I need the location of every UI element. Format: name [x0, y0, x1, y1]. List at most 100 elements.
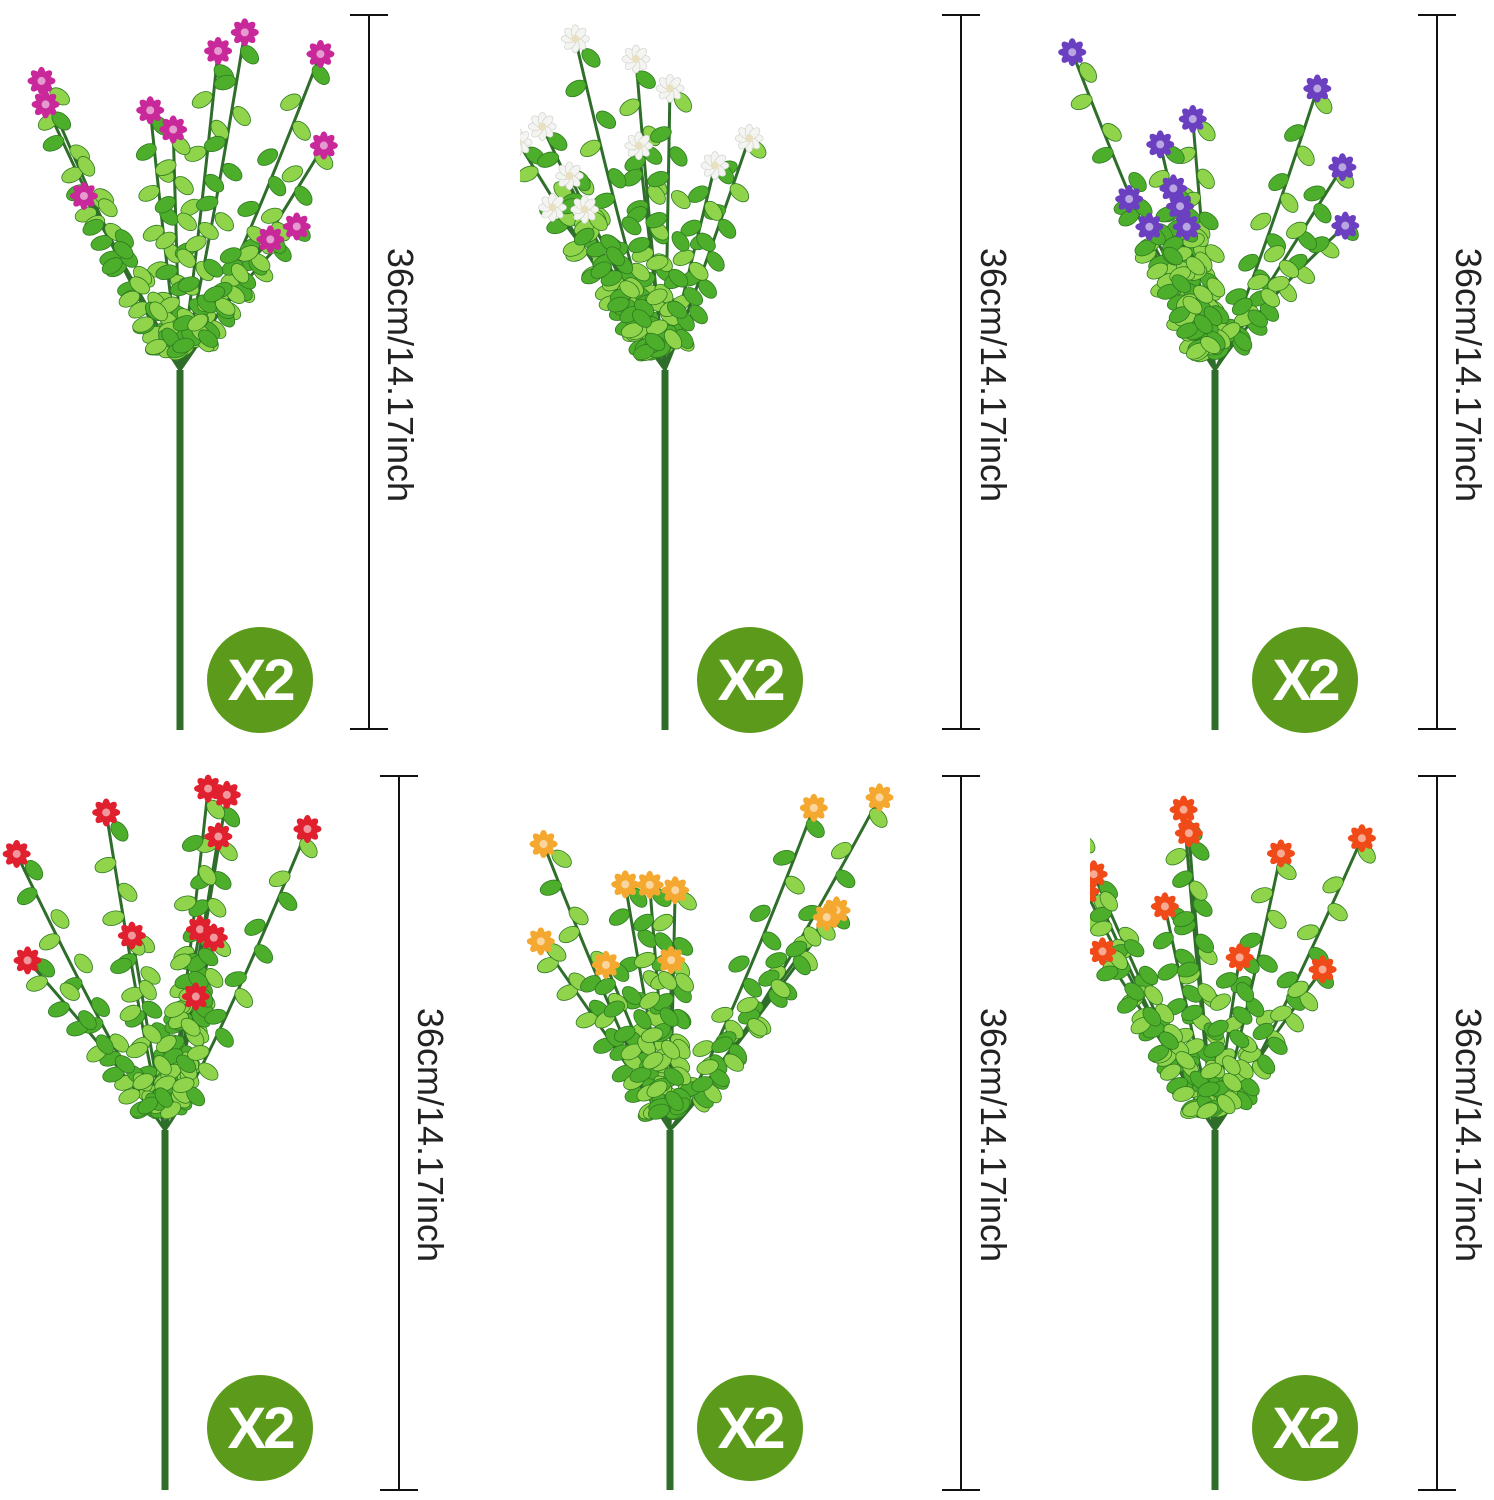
flower-center — [79, 191, 88, 200]
flower-center — [631, 55, 640, 64]
leaf — [1165, 848, 1187, 866]
flower-center — [37, 76, 46, 85]
leaf — [1203, 1041, 1226, 1058]
flower-center — [1145, 222, 1154, 231]
leaf — [213, 74, 237, 91]
leaf — [1185, 256, 1206, 276]
leaf — [1267, 276, 1290, 292]
leaf — [1238, 253, 1259, 272]
leaf — [132, 1073, 154, 1091]
leaf — [608, 908, 630, 926]
flowers — [520, 24, 764, 224]
leaf — [652, 913, 674, 932]
leaf — [26, 975, 48, 992]
flower-center — [1313, 84, 1322, 93]
leaf — [1260, 288, 1280, 308]
flower — [230, 18, 259, 47]
flower-center — [875, 793, 884, 802]
height-label: 36cm/14.17inch — [973, 1007, 1014, 1263]
leaf — [749, 904, 771, 922]
flower-center — [214, 46, 223, 55]
leaf — [203, 135, 226, 153]
flower-center — [536, 937, 545, 946]
leaf — [1193, 314, 1213, 334]
flower-center — [1125, 194, 1134, 203]
leaf — [619, 280, 640, 299]
leaf — [621, 216, 642, 236]
flower — [538, 193, 567, 222]
leaf — [203, 285, 226, 303]
leaf — [1175, 1051, 1196, 1070]
leaf — [1198, 211, 1219, 231]
leaf — [98, 198, 118, 218]
leaf — [711, 1006, 734, 1023]
leaf — [101, 257, 123, 275]
flower — [526, 927, 555, 956]
leaf — [672, 249, 695, 266]
height-measure-line — [350, 14, 388, 730]
leaf — [644, 332, 666, 351]
flower-center — [41, 100, 50, 109]
quantity-badge: X2 — [697, 1375, 803, 1481]
flower-center — [539, 840, 548, 849]
flower-center — [209, 933, 218, 942]
flower — [655, 74, 685, 103]
leaves — [1070, 62, 1359, 363]
leaf — [299, 838, 318, 859]
flower-center — [1176, 202, 1185, 211]
flower — [199, 923, 228, 952]
flower-center — [667, 956, 676, 965]
flower-center — [204, 784, 213, 793]
leaf — [704, 200, 723, 221]
leaf — [138, 979, 157, 1001]
flower-center — [127, 931, 136, 940]
leaf — [1222, 1072, 1242, 1092]
leaf — [1123, 939, 1145, 958]
flower — [1308, 955, 1337, 984]
leaf — [142, 1024, 162, 1044]
leaf — [153, 1055, 172, 1076]
leaf — [1247, 273, 1270, 291]
flower-center — [580, 205, 589, 214]
leaf — [135, 143, 157, 161]
leaf — [191, 91, 213, 109]
leaf — [1078, 62, 1097, 83]
flower — [194, 774, 223, 803]
plant-orange-illustration — [1090, 795, 1376, 1490]
leaf — [149, 301, 168, 322]
leaf — [95, 1034, 114, 1055]
flower — [570, 195, 599, 224]
leaf — [1250, 887, 1273, 904]
quantity-badge: X2 — [1252, 627, 1358, 733]
leaf — [268, 175, 287, 197]
leaf — [1263, 245, 1285, 263]
flower-center — [1341, 221, 1350, 230]
leaf — [231, 263, 250, 284]
flower — [799, 793, 828, 822]
leaf — [74, 953, 93, 974]
flower-center — [671, 886, 680, 895]
leaf — [688, 304, 708, 325]
leaf — [835, 869, 856, 889]
leaf — [129, 276, 150, 295]
leaf — [221, 807, 241, 828]
height-measure-line — [1418, 775, 1456, 1491]
leaf — [234, 988, 254, 1008]
leaf — [1207, 1019, 1229, 1037]
leaf — [568, 906, 589, 926]
leaf — [237, 200, 260, 217]
flower — [1090, 860, 1108, 889]
leaf — [1090, 920, 1113, 937]
flower-center — [23, 956, 32, 965]
leaf — [671, 231, 690, 252]
leaf — [181, 834, 204, 852]
leaf — [1204, 244, 1225, 263]
flower — [1328, 153, 1357, 182]
flower — [560, 24, 590, 54]
flower-center — [1357, 834, 1366, 843]
flower-center — [146, 106, 155, 115]
leaf — [803, 926, 822, 947]
plant-red-illustration — [2, 774, 322, 1490]
leaf — [154, 1087, 173, 1108]
flower-center — [169, 125, 178, 134]
